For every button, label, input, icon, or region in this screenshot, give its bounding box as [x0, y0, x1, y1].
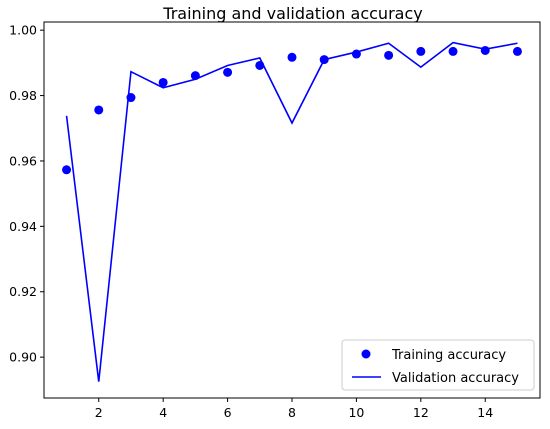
training-accuracy-point: [384, 50, 394, 60]
legend: Training accuracy Validation accuracy: [341, 339, 535, 391]
training-accuracy-point: [255, 60, 265, 70]
x-tick-label: 10: [348, 405, 364, 420]
legend-box: [341, 339, 535, 391]
chart-title: Training and validation accuracy: [162, 4, 422, 23]
y-tick-label: 1.00: [9, 23, 37, 38]
validation-accuracy-line: [65, 41, 518, 382]
training-accuracy-point: [351, 49, 361, 59]
training-accuracy-point: [62, 165, 72, 175]
legend-marker-training: [361, 349, 371, 359]
y-axis: 0.90 0.92 0.94 0.96 0.98 1.00: [9, 23, 44, 365]
training-accuracy-point: [287, 52, 297, 62]
y-tick-label: 0.92: [9, 284, 37, 299]
x-tick-label: 2: [95, 405, 103, 420]
training-accuracy-point: [190, 71, 200, 81]
training-accuracy-point: [480, 45, 490, 55]
y-tick-label: 0.96: [9, 153, 37, 168]
x-axis: 2 4 6 8 10 12 14: [95, 398, 493, 420]
x-tick-label: 6: [224, 405, 232, 420]
training-accuracy-point: [416, 46, 426, 56]
training-accuracy-point: [448, 46, 458, 56]
training-accuracy-point: [223, 67, 233, 77]
x-tick-label: 12: [413, 405, 429, 420]
x-tick-label: 8: [288, 405, 296, 420]
training-accuracy-point: [512, 46, 522, 56]
training-accuracy-point: [94, 105, 104, 115]
y-tick-label: 0.94: [9, 219, 37, 234]
x-tick-label: 4: [159, 405, 167, 420]
y-tick-label: 0.98: [9, 88, 37, 103]
y-tick-label: 0.90: [9, 350, 37, 365]
x-tick-label: 14: [477, 405, 493, 420]
training-accuracy-point: [126, 93, 136, 103]
legend-label-training: Training accuracy: [391, 348, 506, 363]
legend-label-validation: Validation accuracy: [392, 371, 519, 386]
training-accuracy-point: [319, 55, 329, 65]
series-layer: [62, 41, 522, 382]
training-accuracy-point: [158, 77, 168, 87]
